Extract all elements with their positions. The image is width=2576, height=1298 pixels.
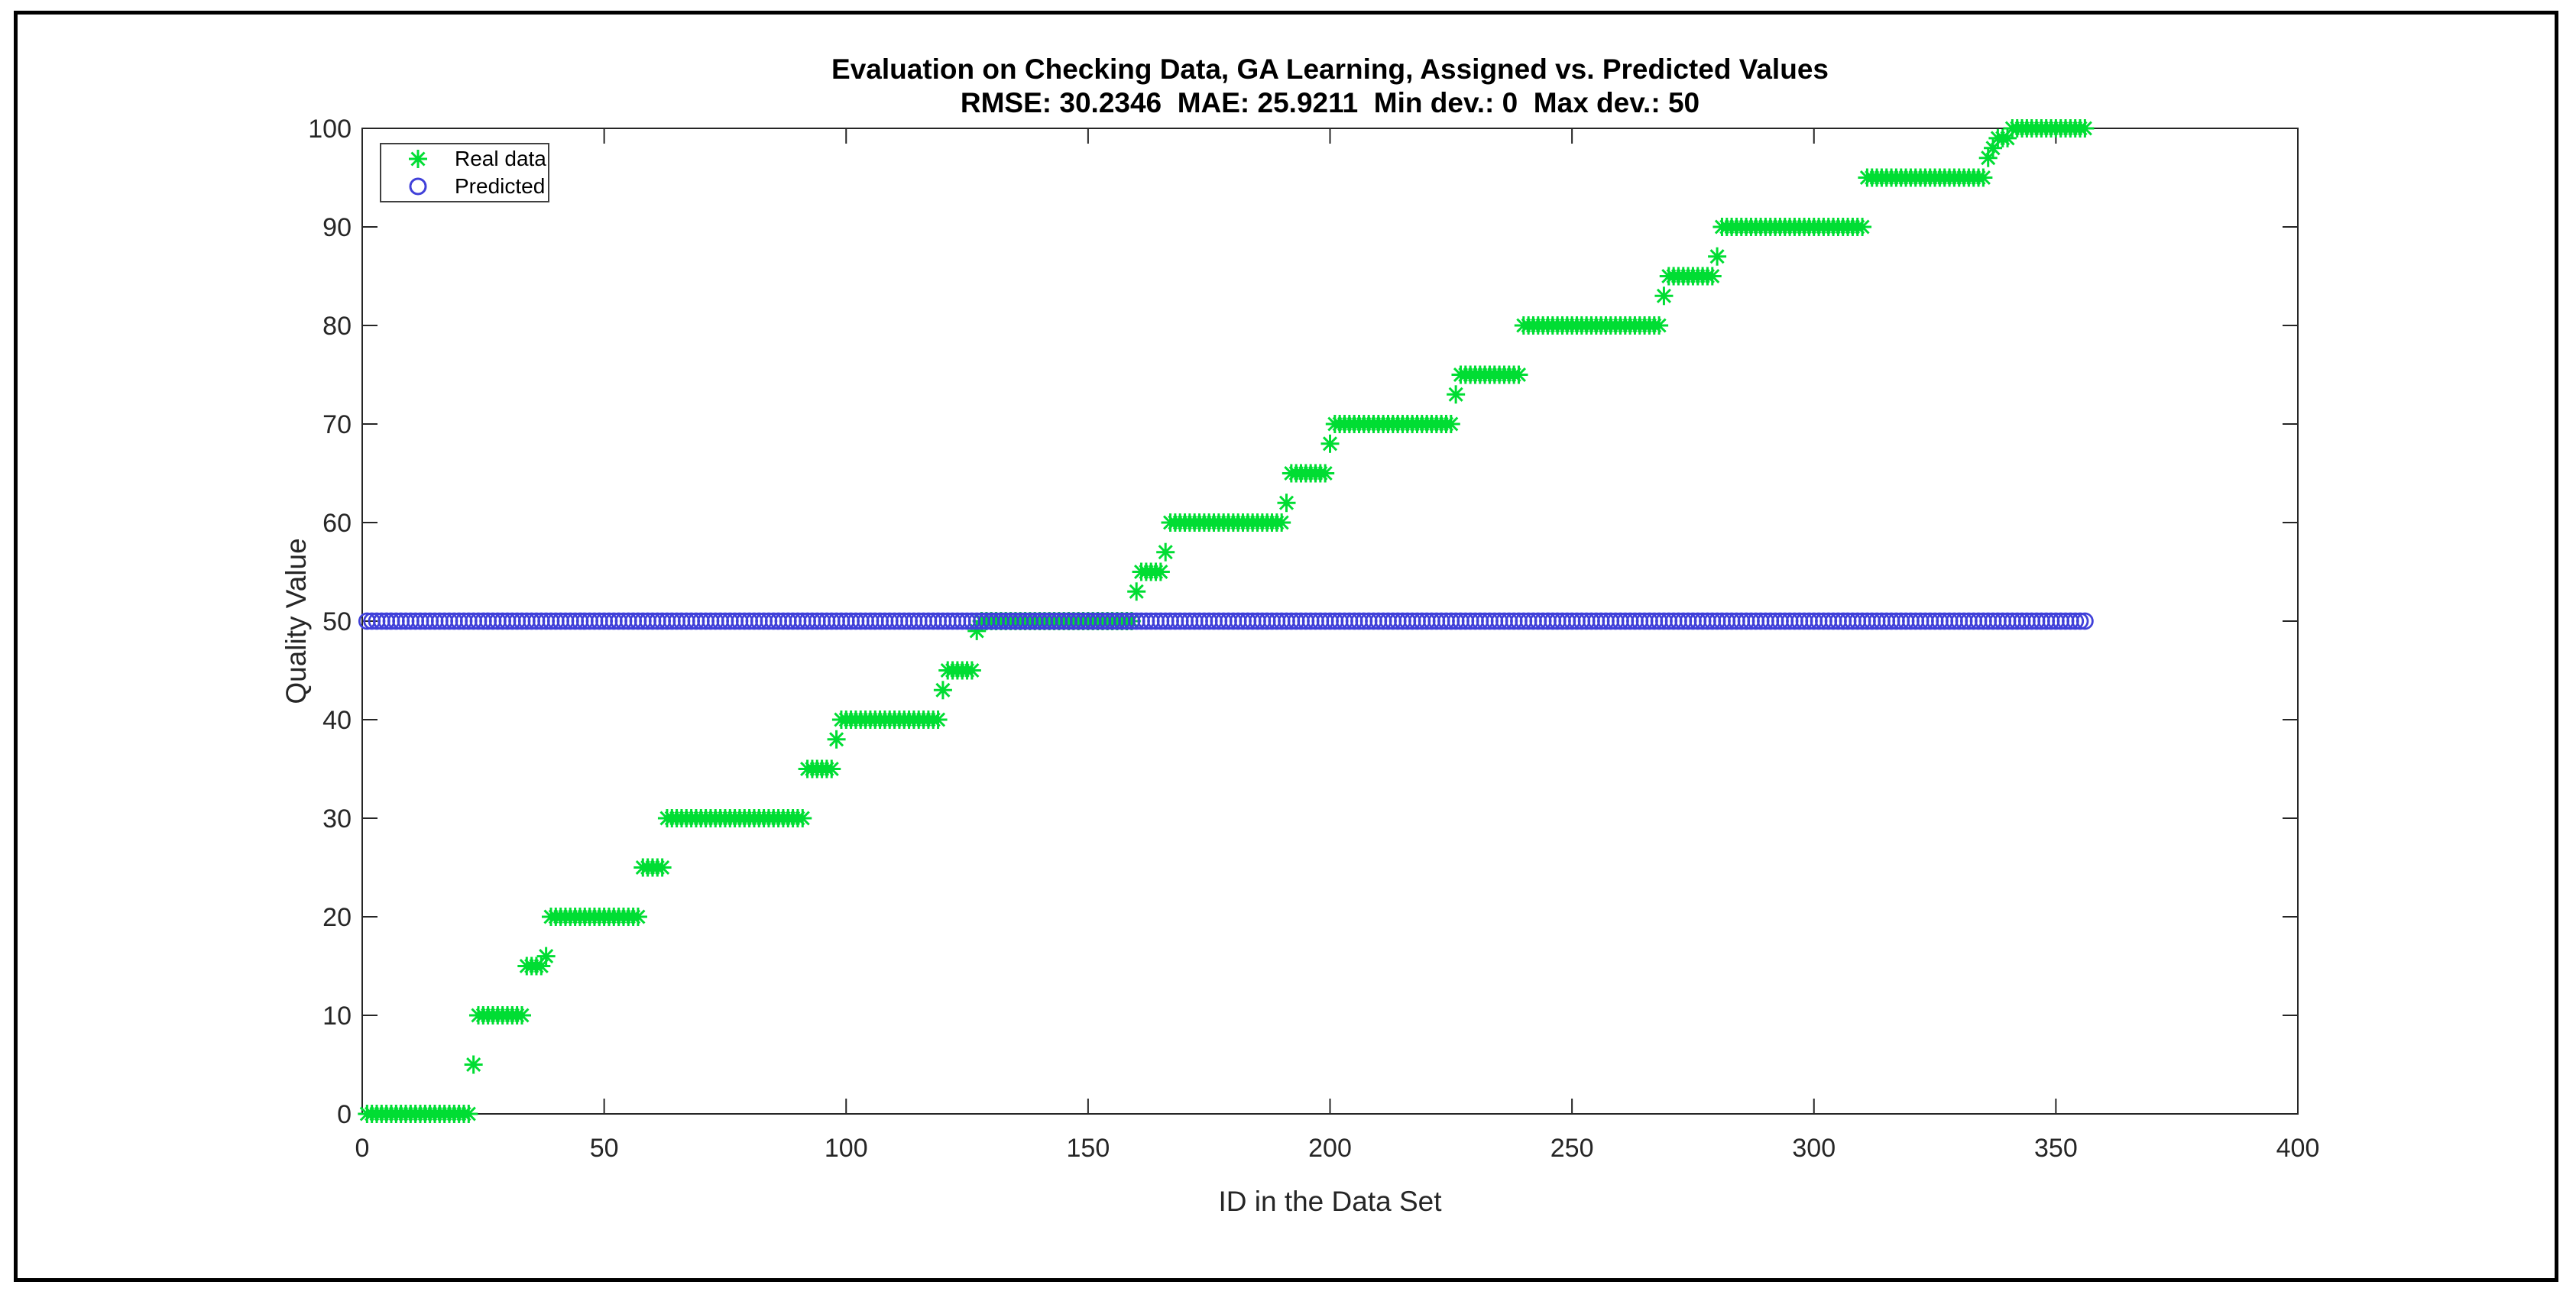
y-tick-label: 90 [322, 213, 352, 242]
axes-box [361, 128, 2299, 1115]
x-tick-label: 150 [1067, 1134, 1110, 1163]
x-tick-label: 50 [590, 1134, 619, 1163]
y-tick-label: 70 [322, 410, 352, 439]
y-tick-label: 40 [322, 706, 352, 735]
y-tick-label: 60 [322, 509, 352, 538]
chart-title: Evaluation on Checking Data, GA Learning… [831, 53, 1829, 85]
predicted-series [358, 612, 2094, 630]
x-tick-label: 400 [2276, 1134, 2320, 1163]
x-tick-label: 350 [2034, 1134, 2078, 1163]
x-tick-label: 300 [1792, 1134, 1836, 1163]
chart-subtitle-metrics: RMSE: 30.2346 MAE: 25.9211 Min dev.: 0 M… [960, 87, 1700, 118]
figure-border [14, 11, 2558, 1282]
axis-ticks: 0 50 100 150 200 250 300 350 400 0 10 20 30 40 50 60 70 8… [308, 115, 2319, 1163]
legend: Real data Predicted [380, 143, 549, 202]
y-tick-label: 20 [322, 903, 352, 932]
circle-marker-icon [381, 173, 455, 199]
title-block: Evaluation on Checking Data, GA Learning… [362, 53, 2298, 119]
legend-label-real-data: Real data [455, 147, 546, 170]
y-tick-label: 0 [337, 1100, 352, 1129]
y-tick-label: 30 [322, 804, 352, 834]
x-tick-label: 250 [1550, 1134, 1594, 1163]
legend-label-predicted: Predicted [455, 174, 546, 198]
asterisk-marker-icon [381, 146, 455, 172]
legend-item-predicted: Predicted [381, 173, 548, 199]
real-data-series [358, 119, 2095, 1123]
x-tick-label: 100 [825, 1134, 868, 1163]
y-tick-label: 100 [308, 115, 352, 144]
y-tick-label: 10 [322, 1002, 352, 1031]
y-axis-label: Quality Value [280, 538, 312, 704]
x-axis-label: ID in the Data Set [1218, 1186, 1442, 1217]
y-tick-label: 50 [322, 607, 352, 636]
x-tick-label: 0 [355, 1134, 370, 1163]
y-tick-label: 80 [322, 312, 352, 341]
legend-item-real-data: Real data [381, 146, 548, 172]
x-tick-label: 200 [1308, 1134, 1352, 1163]
